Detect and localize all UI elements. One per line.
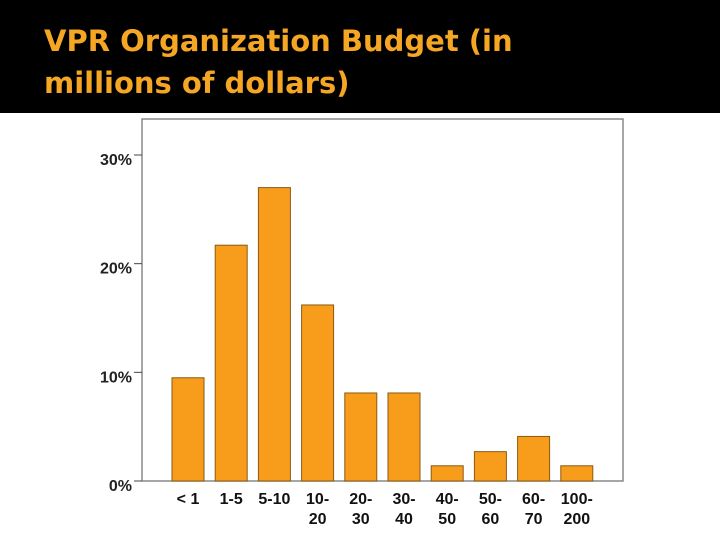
- bar-series: [171, 187, 594, 482]
- x-tick-label: 30-: [392, 491, 415, 508]
- bar: [344, 392, 378, 482]
- x-axis: < 1 1-5 5-10 10- 20 20- 30 30- 40 40- 50 50- 60 60- 70…: [177, 491, 593, 528]
- bar: [387, 392, 421, 482]
- x-tick-label: < 1: [177, 491, 200, 508]
- x-tick-label: 60: [482, 511, 500, 528]
- x-tick-label: 5-10: [258, 491, 290, 508]
- y-tick-label: 0%: [109, 478, 132, 495]
- bar: [214, 244, 248, 482]
- x-tick-label: 50: [438, 511, 456, 528]
- y-tick-label: 10%: [100, 369, 132, 386]
- y-tick-label: 30%: [100, 152, 132, 169]
- x-tick-label: 200: [563, 511, 590, 528]
- bar: [473, 451, 507, 482]
- x-tick-label: 40: [395, 511, 413, 528]
- x-tick-label: 50-: [479, 491, 502, 508]
- slide-title: VPR Organization Budget (in millions of …: [44, 24, 513, 100]
- bar: [301, 304, 335, 482]
- x-tick-label: 1-5: [220, 491, 243, 508]
- y-tick-label: 20%: [100, 261, 132, 278]
- x-tick-label: 30: [352, 511, 370, 528]
- x-tick-label: 20-: [349, 491, 372, 508]
- x-tick-label: 60-: [522, 491, 545, 508]
- y-axis: 0% 10% 20% 30%: [100, 152, 142, 495]
- bar: [430, 465, 464, 482]
- bar: [171, 377, 205, 482]
- title-band: [0, 0, 720, 113]
- bar: [517, 435, 551, 482]
- x-tick-label: 70: [525, 511, 543, 528]
- x-tick-label: 10-: [306, 491, 329, 508]
- x-tick-label: 20: [309, 511, 327, 528]
- plot-frame: [141, 118, 624, 482]
- bar: [257, 187, 291, 482]
- x-tick-label: 40-: [436, 491, 459, 508]
- x-tick-label: 100-: [561, 491, 593, 508]
- bar: [560, 465, 594, 482]
